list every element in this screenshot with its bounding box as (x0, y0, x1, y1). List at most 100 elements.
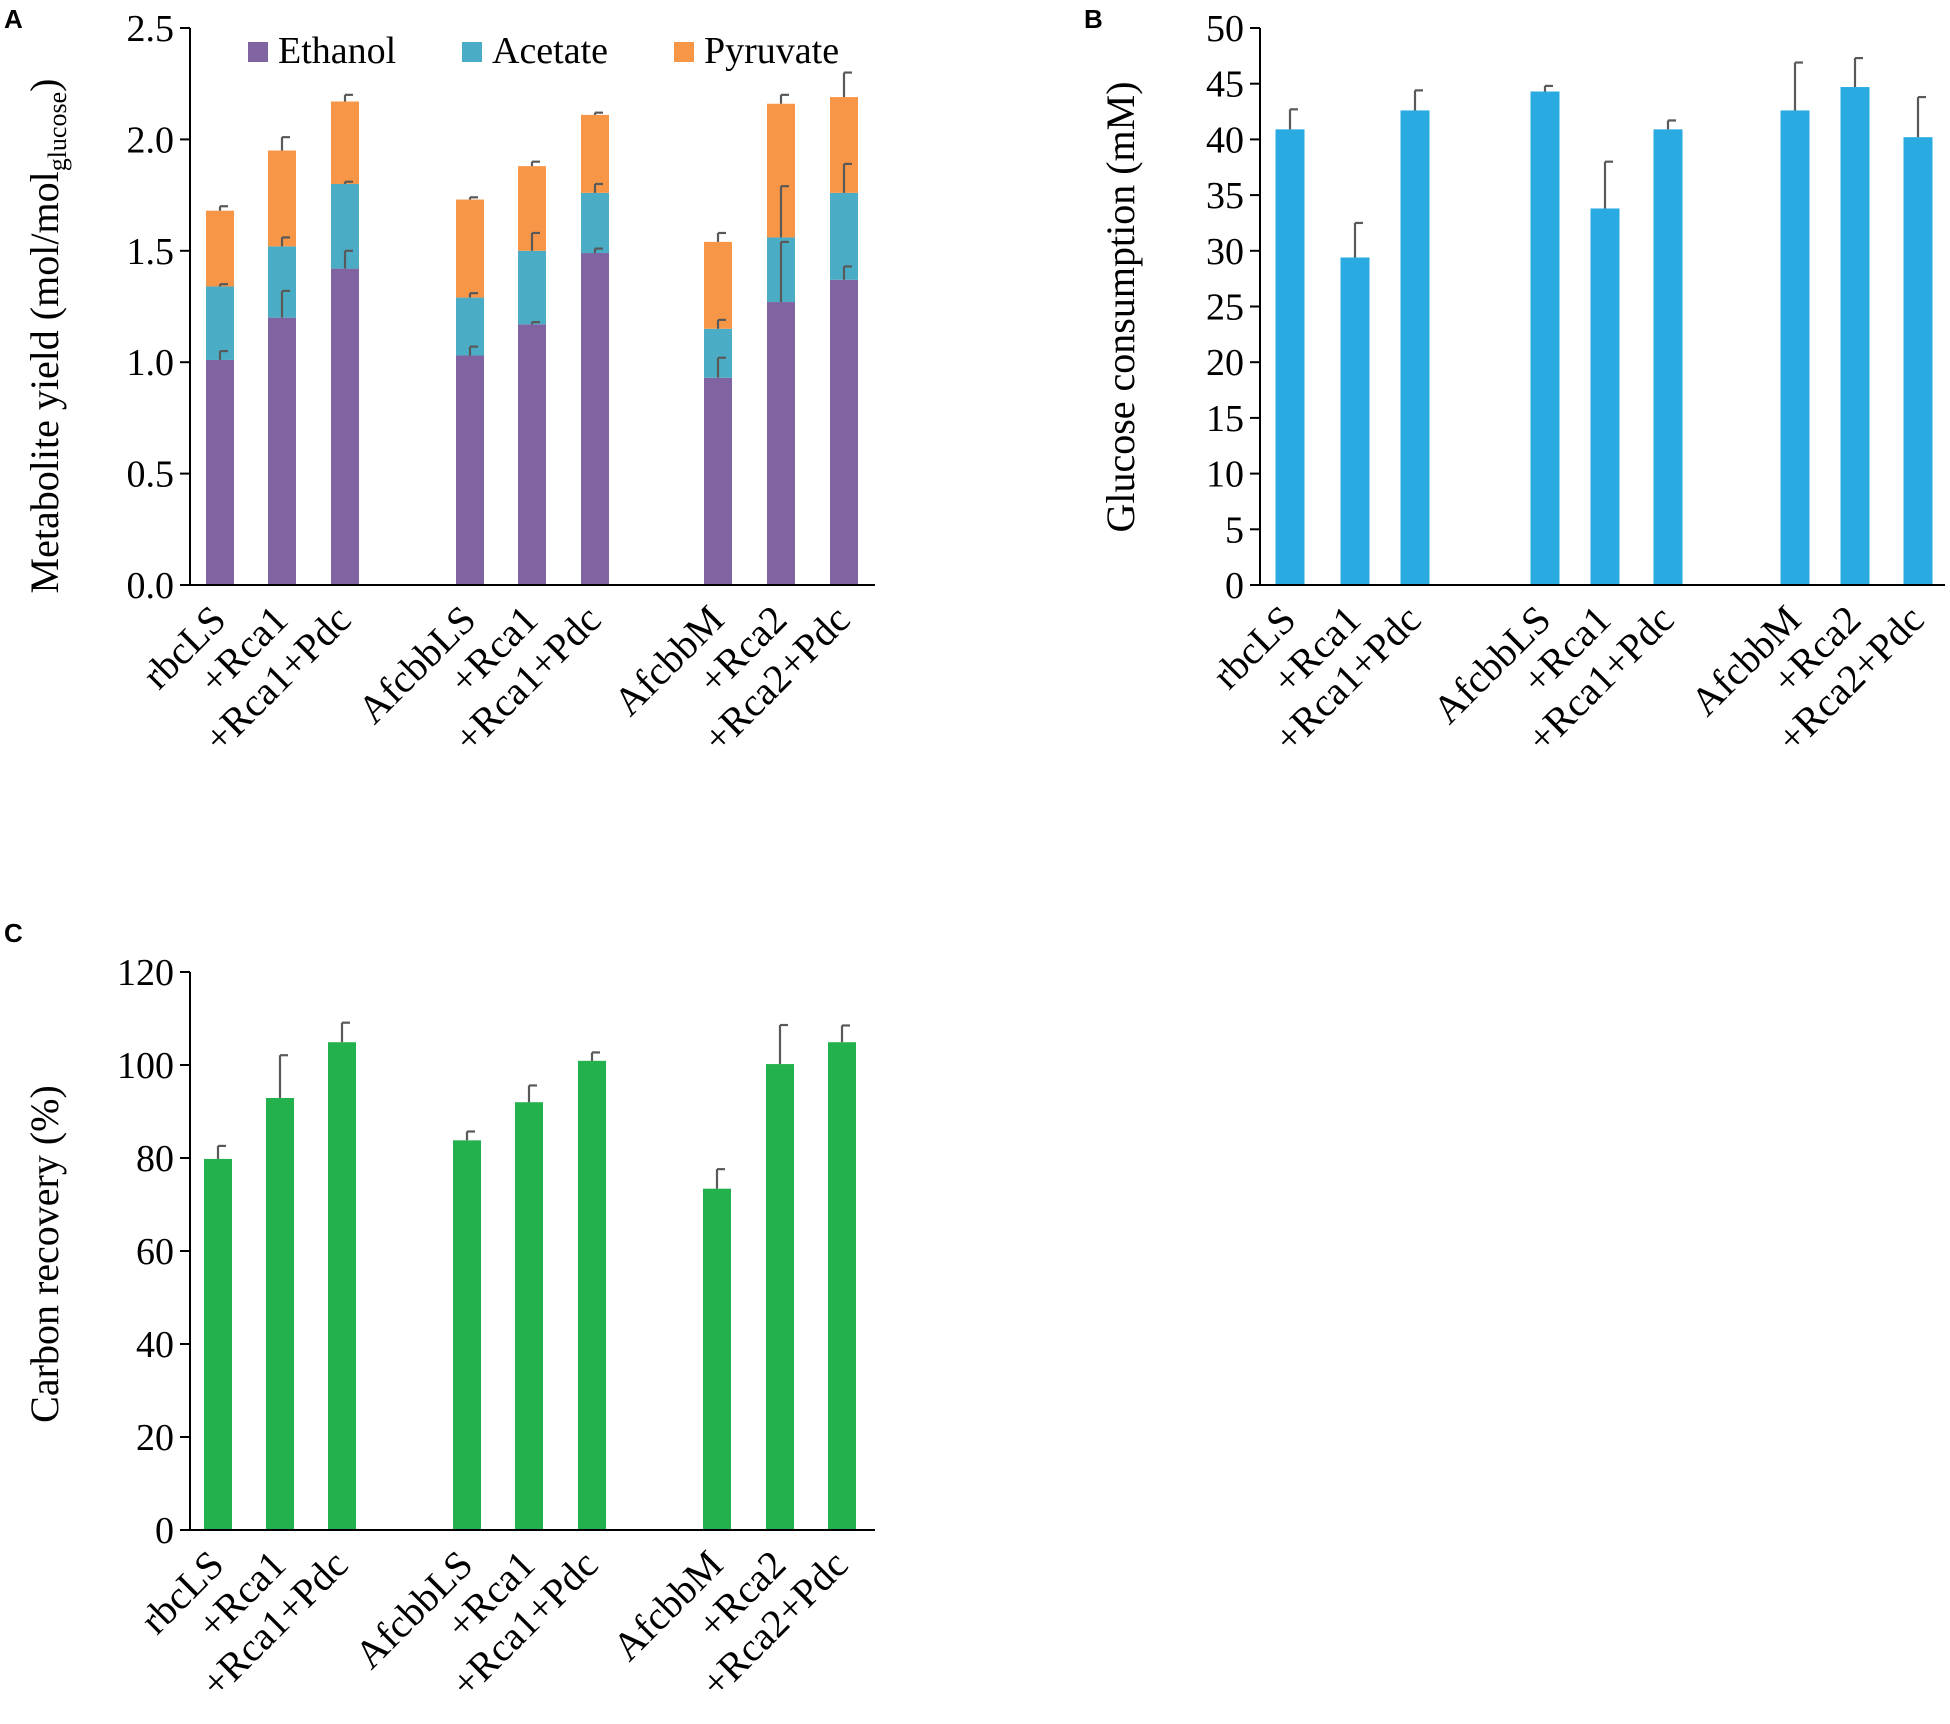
legend-swatch-ethanol (248, 42, 268, 62)
panel-a-ylabel-main: Metabolite yield (mol/mol (22, 171, 67, 593)
panel-a-error-bar-ethanol-9 (842, 265, 852, 280)
panel-b-error-bar-4 (1543, 84, 1553, 92)
panel-a-y-tick-label-1: 0.0 (127, 565, 175, 607)
panel-a-error-bar-ethanol-7 (716, 356, 726, 378)
panel-c-bar-8 (766, 1064, 794, 1530)
panel-label-b: B (1084, 4, 1103, 34)
panel-c-bar-4 (453, 1140, 481, 1530)
panel-c-bar-5 (515, 1102, 543, 1530)
panel-a-y-tick-label-6: 2.5 (127, 8, 175, 50)
panel-b-error-bar-2 (1353, 221, 1363, 258)
legend-item-pyruvate: Pyruvate (674, 30, 839, 72)
panel-a-error-bar-ethanol-8 (779, 240, 789, 303)
panel-a-error-bar-pyruvate-8 (779, 93, 789, 104)
panel-a-error-bar-acetate-3 (343, 180, 353, 184)
panel-c-bar-3 (328, 1042, 356, 1530)
legend-label-ethanol: Ethanol (278, 30, 396, 72)
legend-swatch-pyruvate (674, 42, 694, 62)
panel-a-error-bar-acetate-2 (280, 236, 290, 247)
panel-a-error-bar-ethanol-2 (280, 289, 290, 318)
panel-c-error-bar-7 (715, 1168, 725, 1189)
panel-b-y-tick-label-10: 45 (1206, 64, 1244, 106)
panel-b-bar-1 (1275, 129, 1305, 585)
panel-a-y-tick-label-3: 1.0 (127, 342, 175, 384)
panel-a-error-bar-pyruvate-2 (280, 136, 290, 151)
panel-b-error-bar-7 (1793, 61, 1803, 111)
panel-c-error-bar-5 (527, 1084, 537, 1103)
panel-c-bar-7 (703, 1188, 731, 1530)
legend-item-ethanol: Ethanol (248, 30, 396, 72)
panel-a-error-bar-ethanol-6 (593, 247, 603, 254)
panel-a-error-bar-pyruvate-1 (218, 205, 228, 211)
panel-b-glucose-consumption-chart: Glucose consumption (mM) 0 5 10 15 20 25 30 35 4… (1098, 8, 1945, 761)
panel-a-bar-ethanol-3 (331, 268, 359, 585)
panel-b-bar-2 (1340, 257, 1370, 585)
panel-b-bar-6 (1653, 129, 1683, 585)
panel-a-ylabel-sub: glucose (43, 92, 72, 171)
panel-c-bar-9 (828, 1042, 856, 1530)
panel-label-a: A (4, 4, 23, 34)
panel-c-error-bar-6 (590, 1051, 600, 1061)
panel-c-y-tick-label-4: 60 (136, 1231, 174, 1273)
panel-b-error-bar-3 (1413, 89, 1423, 111)
panel-c-y-tick-label-2: 20 (136, 1417, 174, 1459)
panel-b-bar-9 (1903, 137, 1933, 585)
legend-label-acetate: Acetate (492, 30, 608, 72)
panel-a-bar-acetate-9 (830, 192, 858, 280)
panel-a-error-bar-acetate-4 (468, 292, 478, 298)
panel-a-bar-ethanol-5 (518, 324, 546, 585)
panel-a-bar-pyruvate-2 (268, 150, 296, 247)
panel-c-y-tick-label-7: 120 (117, 952, 174, 994)
legend-swatch-acetate (462, 42, 482, 62)
panel-a-error-bar-pyruvate-9 (842, 71, 852, 98)
panel-b-y-tick-label-5: 20 (1206, 342, 1244, 384)
panel-a-error-bar-pyruvate-3 (343, 93, 353, 102)
panel-a-bar-ethanol-6 (581, 253, 609, 585)
panel-a-legend: Ethanol Acetate Pyruvate (248, 30, 839, 72)
panel-a-y-tick-label-4: 1.5 (127, 231, 175, 273)
panel-a-bar-pyruvate-1 (206, 210, 234, 287)
panel-a-bar-ethanol-9 (830, 279, 858, 585)
panel-a-bar-ethanol-2 (268, 317, 296, 585)
panel-a-error-bar-acetate-9 (842, 162, 852, 193)
panel-a-bar-pyruvate-6 (581, 114, 609, 193)
legend-item-acetate: Acetate (462, 30, 608, 72)
panel-b-error-bar-5 (1603, 160, 1613, 209)
panel-c-bar-6 (578, 1060, 606, 1530)
panel-b-y-tick-label-1: 0 (1225, 565, 1244, 607)
panel-a-bar-ethanol-1 (206, 359, 234, 585)
panel-a-error-bar-acetate-7 (716, 318, 726, 329)
panel-b-y-tick-label-2: 5 (1225, 509, 1244, 551)
panel-c-y-tick-label-3: 40 (136, 1324, 174, 1366)
panel-b-y-tick-label-3: 10 (1206, 454, 1244, 496)
panel-a-bar-pyruvate-3 (331, 101, 359, 184)
panel-label-c: C (4, 918, 23, 948)
panel-c-error-bar-1 (216, 1144, 226, 1159)
panel-b-y-tick-label-8: 35 (1206, 175, 1244, 217)
panel-a-bar-ethanol-7 (704, 377, 732, 585)
panel-b-bar-7 (1780, 110, 1810, 585)
panel-a-error-bar-pyruvate-6 (593, 111, 603, 115)
panel-a-bar-acetate-6 (581, 192, 609, 254)
panel-a-bar-pyruvate-7 (704, 241, 732, 329)
panel-a-error-bar-pyruvate-4 (468, 196, 478, 200)
panel-b-error-bar-1 (1288, 108, 1298, 130)
panel-a-ylabel-end: ) (22, 79, 67, 92)
panel-b-y-tick-label-11: 50 (1206, 8, 1244, 50)
panel-b-y-axis-title: Glucose consumption (mM) (1098, 81, 1143, 532)
panel-c-y-tick-label-1: 0 (155, 1510, 174, 1552)
panel-a-error-bar-acetate-8 (779, 185, 789, 238)
panel-a-error-bar-acetate-5 (530, 231, 540, 251)
panel-a-y-tick-label-2: 0.5 (127, 454, 175, 496)
panel-c-error-bar-2 (278, 1054, 288, 1099)
panel-c-error-bar-3 (340, 1021, 350, 1043)
panel-c-bar-2 (266, 1098, 294, 1530)
panel-a-error-bar-acetate-1 (218, 283, 228, 287)
panel-c-error-bar-8 (778, 1023, 788, 1065)
panel-c-y-tick-label-5: 80 (136, 1138, 174, 1180)
panel-a-y-tick-label-5: 2.0 (127, 119, 175, 161)
panel-a-error-bar-pyruvate-5 (530, 160, 540, 167)
panel-b-y-tick-label-7: 30 (1206, 231, 1244, 273)
